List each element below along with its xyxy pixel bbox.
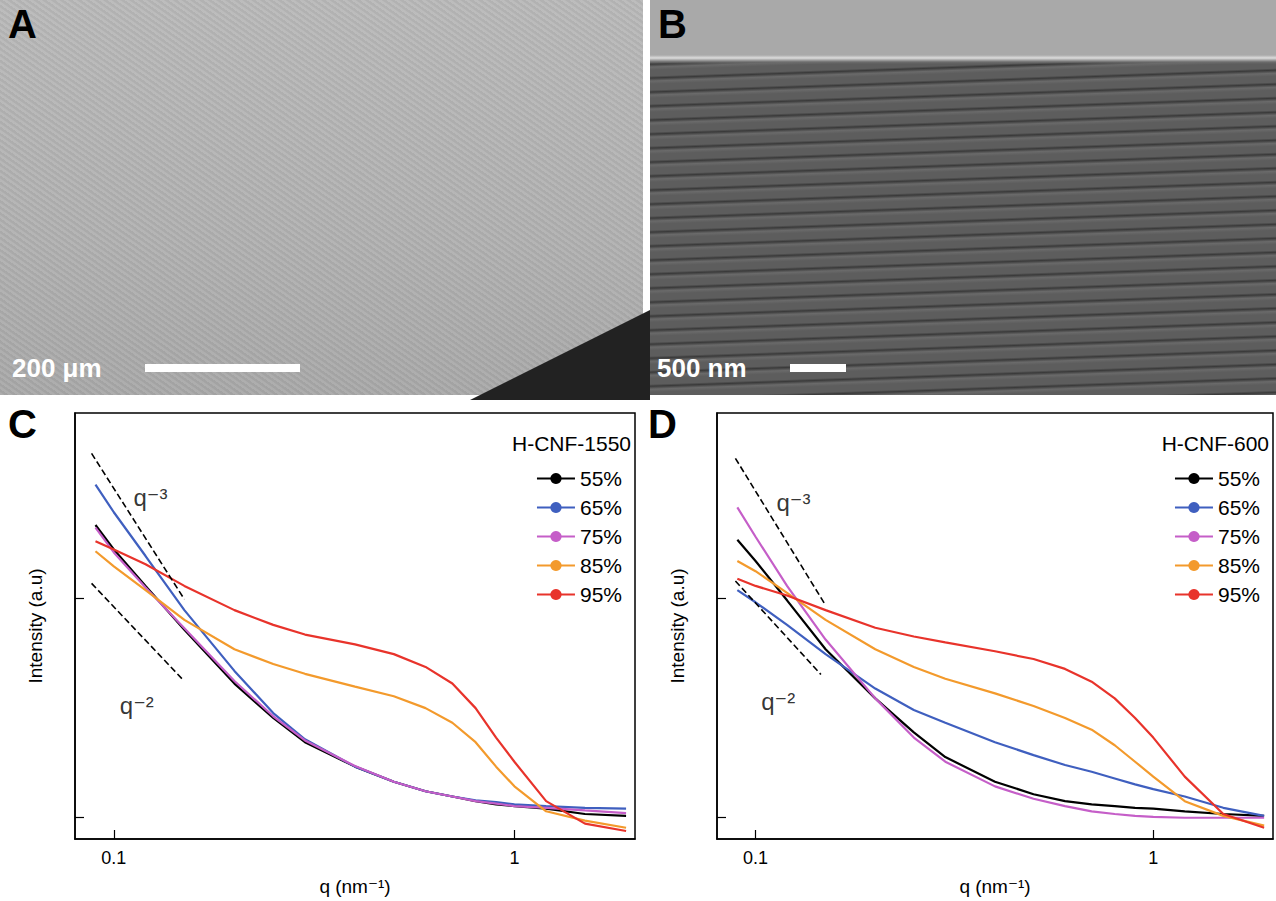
html-text:B: B — [658, 2, 687, 46]
html-text:200 μm: 200 μm — [12, 353, 102, 383]
svg-text:75%: 75% — [1218, 525, 1260, 548]
svg-text:Intensity (a.u): Intensity (a.u) — [25, 568, 46, 683]
svg-text:85%: 85% — [1218, 554, 1260, 577]
svg-text:0.1: 0.1 — [101, 848, 126, 868]
svg-text:D: D — [648, 402, 677, 446]
svg-text:65%: 65% — [580, 496, 622, 519]
svg-text:H-CNF-600: H-CNF-600 — [1162, 432, 1269, 455]
svg-text:q⁻²: q⁻² — [761, 688, 795, 715]
svg-text:95%: 95% — [580, 583, 622, 606]
svg-text:55%: 55% — [580, 467, 622, 490]
svg-text:55%: 55% — [1218, 467, 1260, 490]
svg-text:q (nm⁻¹): q (nm⁻¹) — [319, 876, 390, 897]
svg-text:1: 1 — [509, 848, 519, 868]
svg-text:C: C — [8, 402, 37, 446]
svg-text:85%: 85% — [580, 554, 622, 577]
svg-text:Intensity (a.u): Intensity (a.u) — [667, 568, 688, 683]
svg-text:1: 1 — [1148, 848, 1158, 868]
svg-text:q⁻³: q⁻³ — [133, 484, 167, 511]
svg-text:95%: 95% — [1218, 583, 1260, 606]
svg-text:H-CNF-1550: H-CNF-1550 — [512, 432, 631, 455]
svg-text:0.1: 0.1 — [743, 848, 768, 868]
html-text:A: A — [8, 2, 37, 46]
svg-text:75%: 75% — [580, 525, 622, 548]
svg-text:q⁻³: q⁻³ — [776, 489, 810, 516]
svg-text:q⁻²: q⁻² — [120, 692, 154, 719]
svg-text:q (nm⁻¹): q (nm⁻¹) — [959, 876, 1030, 897]
svg-text:65%: 65% — [1218, 496, 1260, 519]
html-text:500 nm: 500 nm — [657, 353, 747, 383]
